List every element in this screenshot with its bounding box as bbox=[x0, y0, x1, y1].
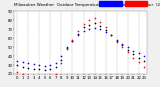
Point bbox=[104, 31, 107, 33]
Point bbox=[110, 34, 112, 35]
Point bbox=[32, 68, 35, 69]
Point bbox=[60, 63, 63, 64]
Point bbox=[55, 63, 57, 64]
Point bbox=[138, 53, 140, 54]
Point bbox=[99, 29, 101, 30]
Point bbox=[132, 57, 135, 59]
Point bbox=[82, 23, 85, 25]
Point bbox=[127, 52, 129, 53]
Point bbox=[71, 40, 74, 41]
Point bbox=[127, 46, 129, 48]
Point bbox=[138, 57, 140, 59]
Point bbox=[99, 25, 101, 26]
Point bbox=[93, 18, 96, 19]
Point bbox=[21, 62, 24, 63]
Point bbox=[21, 66, 24, 68]
Point bbox=[55, 73, 57, 75]
Point bbox=[16, 60, 18, 61]
Point bbox=[116, 41, 118, 42]
Point bbox=[27, 63, 29, 64]
Point bbox=[110, 35, 112, 36]
Point bbox=[110, 35, 112, 36]
Point bbox=[77, 30, 79, 32]
Point bbox=[93, 22, 96, 24]
Point bbox=[16, 71, 18, 73]
Point bbox=[71, 39, 74, 41]
Point bbox=[49, 64, 52, 66]
Point bbox=[38, 69, 41, 70]
Point bbox=[55, 66, 57, 68]
Point bbox=[32, 63, 35, 65]
Text: Milwaukee Weather  Outdoor Temperature vs THSW Index  per Hour  (24 Hours): Milwaukee Weather Outdoor Temperature vs… bbox=[14, 3, 160, 7]
Point bbox=[132, 54, 135, 55]
Point bbox=[49, 69, 52, 70]
Point bbox=[127, 49, 129, 50]
Point bbox=[82, 27, 85, 28]
Point bbox=[121, 43, 124, 44]
Point bbox=[104, 29, 107, 31]
Point bbox=[99, 21, 101, 23]
Point bbox=[88, 20, 90, 21]
Point bbox=[16, 64, 18, 66]
Point bbox=[116, 40, 118, 41]
Point bbox=[44, 77, 46, 78]
Point bbox=[60, 59, 63, 60]
Point bbox=[88, 29, 90, 30]
Point bbox=[71, 40, 74, 41]
Point bbox=[66, 48, 68, 50]
Point bbox=[116, 39, 118, 41]
Point bbox=[44, 65, 46, 67]
Point bbox=[143, 66, 146, 68]
Point bbox=[121, 46, 124, 48]
Point bbox=[49, 76, 52, 77]
Point bbox=[32, 75, 35, 76]
Point bbox=[121, 45, 124, 46]
Point bbox=[77, 33, 79, 34]
Point bbox=[93, 28, 96, 29]
Point bbox=[44, 70, 46, 71]
Point bbox=[82, 30, 85, 32]
Point bbox=[143, 55, 146, 57]
Point bbox=[104, 27, 107, 28]
Point bbox=[38, 76, 41, 77]
Point bbox=[27, 74, 29, 76]
Point bbox=[138, 62, 140, 63]
Point bbox=[88, 24, 90, 25]
Point bbox=[132, 50, 135, 51]
Point bbox=[60, 55, 63, 57]
Point bbox=[27, 67, 29, 68]
Point bbox=[38, 64, 41, 66]
Point bbox=[66, 47, 68, 49]
Point bbox=[66, 46, 68, 48]
Point bbox=[143, 60, 146, 61]
Point bbox=[21, 73, 24, 75]
Point bbox=[77, 35, 79, 36]
